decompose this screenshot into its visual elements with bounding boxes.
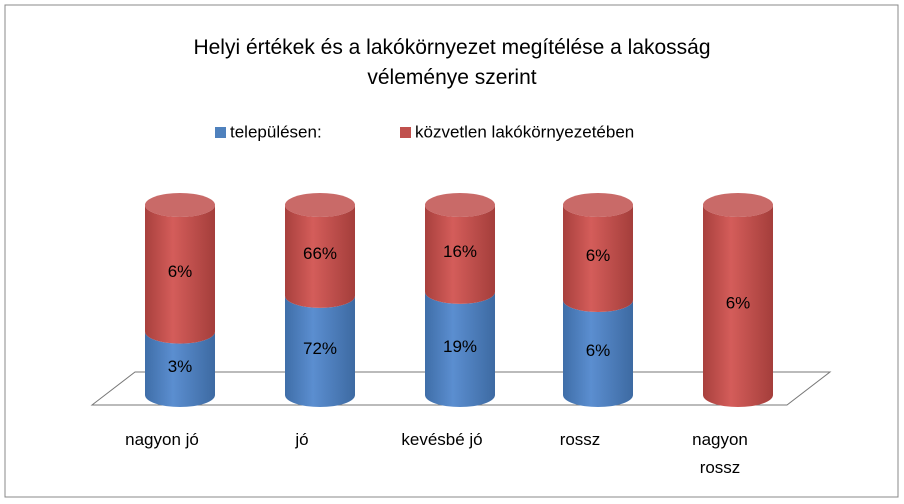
- cylinder-segment: [425, 205, 495, 304]
- cylinder-top: [425, 193, 495, 217]
- value-label: 6%: [586, 246, 611, 265]
- cylinder-segment: [285, 295, 355, 407]
- cylinder-segment: [145, 331, 215, 407]
- legend-swatch: [400, 127, 411, 138]
- value-label: 3%: [168, 357, 193, 376]
- value-label: 16%: [443, 242, 477, 261]
- x-tick-label: nagyon rossz: [692, 430, 748, 477]
- title-line: Helyi értékek és a lakókörnyezet megítél…: [193, 36, 710, 59]
- cylinder-top: [285, 193, 355, 217]
- x-tick-label: rossz: [559, 430, 601, 449]
- value-label: 66%: [303, 244, 337, 263]
- x-tick-label: nagyon jó: [125, 430, 199, 449]
- cylinder-segment: [563, 205, 633, 312]
- cylinder-segment: [145, 205, 215, 344]
- cylinder-top: [703, 193, 773, 217]
- chart-title: Helyi értékek és a lakókörnyezet megítél…: [193, 36, 710, 89]
- legend-swatch: [215, 127, 226, 138]
- cylinder-segment: [425, 291, 495, 407]
- cylinder-segment: [703, 205, 773, 407]
- title-line: véleménye szerint: [367, 66, 536, 89]
- value-label: 6%: [586, 341, 611, 360]
- legend-label: településen:: [230, 122, 322, 141]
- value-label: 72%: [303, 339, 337, 358]
- cylinder-top: [145, 193, 215, 217]
- value-label: 6%: [168, 262, 193, 281]
- x-tick-label: kevésbé jó: [401, 430, 483, 449]
- value-label: 19%: [443, 337, 477, 356]
- cylinder-top: [563, 193, 633, 217]
- value-label: 6%: [726, 293, 751, 312]
- cylinder-segment: [285, 205, 355, 308]
- legend-label: közvetlen lakókörnyezetében: [415, 122, 634, 141]
- x-tick-label: jó: [295, 430, 309, 449]
- cylinder-segment: [563, 300, 633, 407]
